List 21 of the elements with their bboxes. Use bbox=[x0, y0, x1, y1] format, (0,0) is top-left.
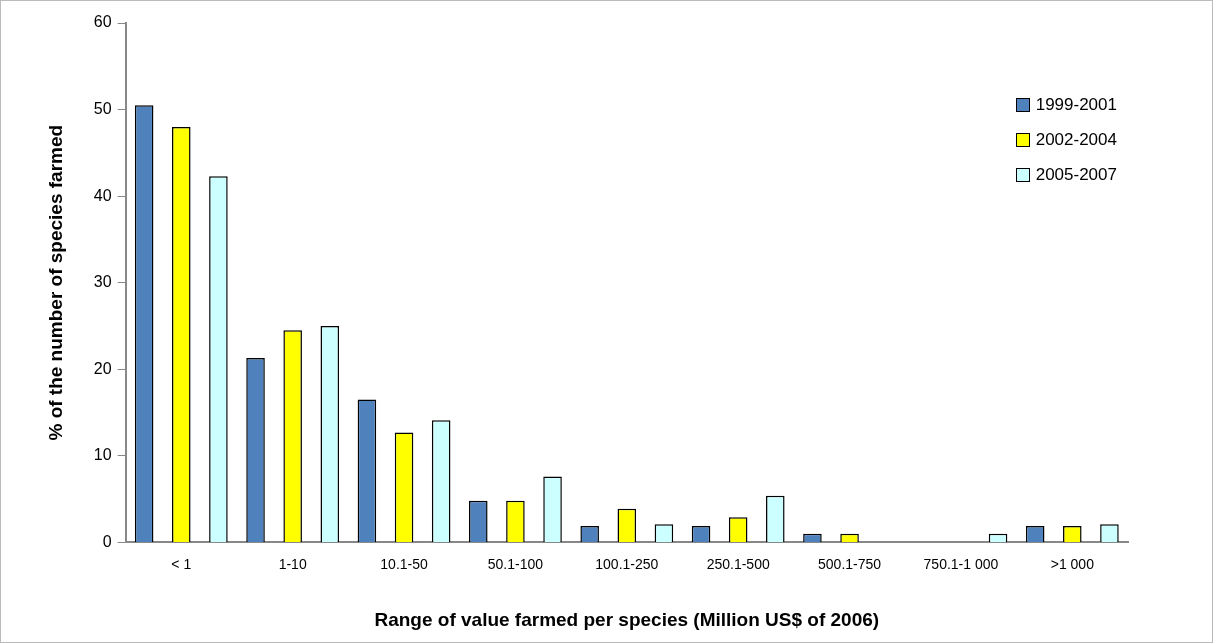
legend-label: 1999-2001 bbox=[1035, 94, 1117, 115]
x-tick-label: 500.1-750 bbox=[818, 555, 882, 572]
x-tick-label: 1-10 bbox=[278, 555, 307, 572]
y-tick-label: 40 bbox=[93, 186, 112, 204]
y-tick-label: 30 bbox=[93, 273, 112, 291]
y-tick-label: 10 bbox=[93, 446, 112, 464]
x-tick-label: < 1 bbox=[171, 555, 192, 572]
y-tick-label: 50 bbox=[93, 99, 112, 117]
x-tick-label: >1 000 bbox=[1050, 555, 1095, 572]
x-tick-label: 750.1-1 000 bbox=[923, 555, 999, 572]
legend-label: 2002-2004 bbox=[1035, 129, 1117, 150]
x-tick-label: 50.1-100 bbox=[487, 555, 544, 572]
x-tick-label: 10.1-50 bbox=[380, 555, 428, 572]
x-axis-title: Range of value farmed per species (Million US$ of 2006) bbox=[374, 608, 880, 630]
y-axis-title: % of the number of species farmed bbox=[44, 124, 66, 441]
x-tick-label: 100.1-250 bbox=[595, 555, 659, 572]
legend-label: 2005-2007 bbox=[1035, 164, 1117, 185]
y-tick-label: 20 bbox=[93, 359, 112, 377]
y-tick-label: 60 bbox=[93, 13, 112, 31]
x-tick-label: 250.1-500 bbox=[706, 555, 770, 572]
y-tick-label: 0 bbox=[102, 532, 112, 550]
